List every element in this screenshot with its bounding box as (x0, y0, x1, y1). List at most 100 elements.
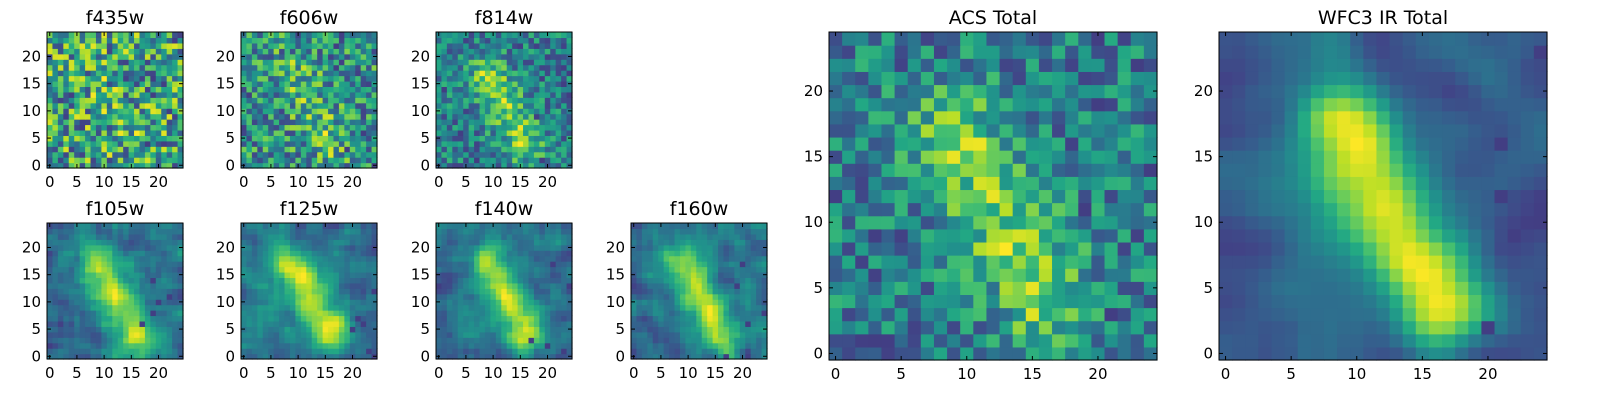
heatmap-cell (641, 228, 648, 235)
axis-frame (46, 222, 184, 360)
heatmap-cell (355, 86, 362, 93)
heatmap-cell (128, 271, 135, 278)
heatmap-cell (150, 250, 157, 257)
heatmap-cell (484, 233, 491, 240)
heatmap-cell (177, 119, 184, 126)
heatmap-cell (112, 233, 119, 240)
heatmap-cell (685, 244, 692, 251)
heatmap-cell (344, 113, 351, 120)
heatmap-cell (241, 320, 248, 327)
heatmap-cell (761, 250, 768, 257)
heatmap-cell (761, 228, 768, 235)
heatmap-cell (262, 331, 269, 338)
heatmap-cell (1091, 189, 1106, 204)
heatmap-cell (273, 91, 280, 98)
heatmap-cell (246, 288, 253, 295)
heatmap-cell (463, 75, 470, 82)
heatmap-cell (279, 299, 286, 306)
heatmap-cell (468, 42, 475, 49)
heatmap-cell (349, 310, 356, 317)
heatmap-cell (495, 315, 502, 322)
heatmap-cell (63, 32, 70, 39)
heatmap-cell (317, 261, 324, 268)
heatmap-cell (468, 102, 475, 109)
heatmap-cell (674, 228, 681, 235)
heatmap-cell (101, 91, 108, 98)
heatmap-cell (241, 140, 248, 147)
heatmap-cell (57, 42, 64, 49)
heatmap-cell (52, 255, 59, 262)
heatmap-cell (273, 326, 280, 333)
heatmap-cell (338, 233, 345, 240)
heatmap-cell (333, 320, 340, 327)
heatmap-cell (338, 75, 345, 82)
heatmap-cell (117, 86, 124, 93)
heatmap-cell (517, 310, 524, 317)
y-tick-label: 10 (216, 293, 235, 311)
heatmap-cell (685, 337, 692, 344)
heatmap-cell (894, 202, 909, 217)
x-tick-label: 5 (266, 173, 276, 191)
heatmap-cell (338, 228, 345, 235)
heatmap-cell (446, 331, 453, 338)
heatmap-cell (707, 299, 714, 306)
heatmap-cell (474, 271, 481, 278)
heatmap-cell (317, 119, 324, 126)
x-tick-label: 20 (343, 364, 362, 382)
heatmap-cell (123, 146, 130, 153)
heatmap-cell (128, 86, 135, 93)
heatmap-cell (441, 37, 448, 44)
heatmap-cell (652, 348, 659, 355)
heatmap-cell (144, 261, 151, 268)
heatmap-cell (544, 59, 551, 66)
heatmap-cell (144, 223, 151, 230)
heatmap-cell (139, 59, 146, 66)
heatmap-cell (663, 337, 670, 344)
heatmap-cell (631, 255, 638, 262)
heatmap-cell (501, 353, 508, 360)
heatmap-cell (317, 315, 324, 322)
heatmap-cell (484, 223, 491, 230)
x-tick-label: 0 (45, 173, 55, 191)
heatmap-cell (1130, 189, 1145, 204)
heatmap-cell (446, 91, 453, 98)
heatmap-cell (355, 223, 362, 230)
heatmap-cell (57, 91, 64, 98)
heatmap-cell (750, 331, 757, 338)
heatmap-cell (257, 304, 264, 311)
heatmap-cell (134, 140, 141, 147)
heatmap-cell (273, 108, 280, 115)
heatmap-cell (707, 288, 714, 295)
heatmap-cell (172, 271, 179, 278)
heatmap-cell (446, 304, 453, 311)
heatmap-cell (112, 146, 119, 153)
heatmap-cell (523, 266, 530, 273)
heatmap-cell (371, 331, 378, 338)
heatmap-cell (734, 228, 741, 235)
heatmap-cell (555, 228, 562, 235)
heatmap-cell (150, 91, 157, 98)
heatmap-cell (106, 70, 113, 77)
heatmap-cell (344, 353, 351, 360)
heatmap-cell (685, 299, 692, 306)
heatmap-cell (52, 337, 59, 344)
heatmap-cell (894, 150, 909, 164)
heatmap-cell (289, 146, 296, 153)
heatmap-cell (452, 250, 459, 257)
heatmap-cell (669, 353, 676, 360)
heatmap-cell (311, 162, 318, 169)
heatmap-cell (155, 102, 162, 109)
heatmap-cell (636, 244, 643, 251)
heatmap-cell (57, 244, 64, 251)
heatmap-cell (490, 157, 497, 164)
heatmap-cell (166, 255, 173, 262)
heatmap-cell (490, 271, 497, 278)
heatmap-cell (257, 42, 264, 49)
heatmap-cell (696, 255, 703, 262)
heatmap-cell (479, 271, 486, 278)
heatmap-cell (707, 282, 714, 289)
heatmap-cell (63, 326, 70, 333)
heatmap-cell (652, 315, 659, 322)
heatmap-cell (279, 124, 286, 131)
heatmap-cell (679, 266, 686, 273)
